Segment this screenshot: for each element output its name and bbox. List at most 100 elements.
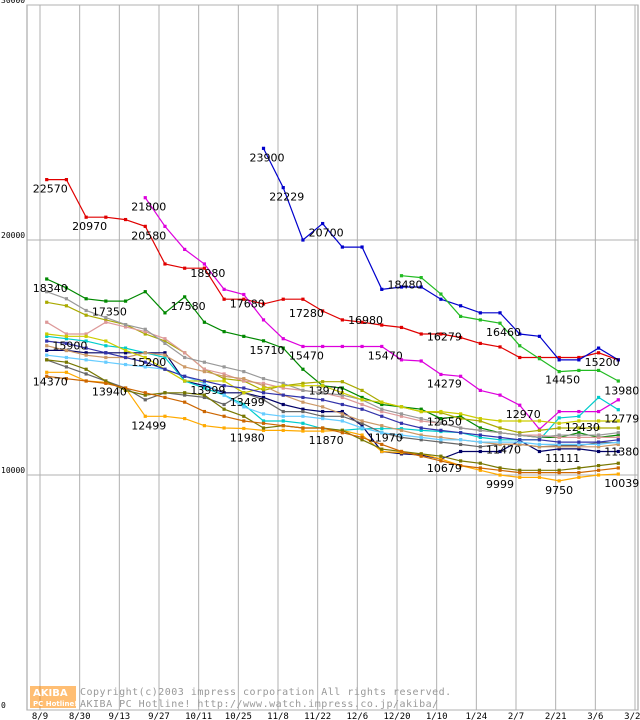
data-point [202,381,206,385]
data-label: 15900 [52,339,87,352]
data-point [301,238,305,242]
data-point [537,475,542,479]
data-point [537,442,542,447]
series-line [46,359,619,471]
data-label: 17350 [92,305,127,318]
data-point [380,414,384,418]
data-point [163,341,167,345]
data-point [518,419,522,423]
data-point [301,384,305,388]
data-point [439,417,443,421]
data-point [380,323,384,327]
series-1 [261,146,620,362]
data-point [518,355,522,360]
data-point [261,421,266,425]
x-tick-label: 12/6 [346,712,368,720]
data-point [340,386,344,390]
data-point [557,468,561,472]
data-point [222,330,226,334]
data-point [84,308,88,313]
data-point [419,438,423,442]
data-point [518,344,522,348]
data-point [183,400,187,404]
data-point [45,358,49,362]
data-point [439,459,443,463]
data-point [380,287,384,291]
data-point [183,379,187,383]
data-point [301,400,305,404]
x-tick-label: 2/21 [545,712,567,720]
data-point [616,442,620,447]
data-point [321,221,325,226]
data-point [143,360,147,364]
data-label: 10039 [604,477,639,490]
data-point [596,464,601,468]
series-16 [45,374,620,475]
data-point [439,435,443,439]
data-point [557,409,561,414]
data-point [518,431,522,435]
data-point [459,442,463,447]
data-point [64,341,69,345]
data-point [439,440,443,444]
data-point [557,426,561,430]
data-point [45,332,49,336]
data-point [419,435,423,439]
data-label: 15200 [131,356,166,369]
data-point [64,178,69,182]
data-point [616,419,620,423]
data-point [261,395,266,400]
data-label: 22570 [33,183,68,196]
data-point [340,344,344,349]
data-point [360,398,364,402]
data-point [616,461,620,465]
series-14 [45,353,620,447]
data-point [281,419,285,423]
data-point [498,468,502,472]
data-point [45,370,49,374]
data-label: 15470 [368,349,403,362]
data-point [183,374,187,378]
data-point [123,323,128,327]
data-point [183,266,187,270]
data-point [616,449,620,454]
series-17 [45,339,620,444]
data-label: 21800 [131,201,166,214]
data-point [261,419,266,423]
data-point [321,414,325,418]
data-point [222,287,226,291]
data-point [478,433,482,437]
series-line [401,275,619,382]
data-label: 15470 [289,349,324,362]
data-point [64,286,69,290]
data-point [45,344,49,348]
data-point [183,247,187,251]
data-point [478,468,482,472]
x-tick-label: 8/30 [69,712,91,720]
data-point [537,357,542,361]
data-label: 18340 [33,282,68,295]
data-point [321,380,325,384]
series-line [46,301,619,434]
data-point [399,285,404,289]
data-point [518,471,522,475]
data-point [242,297,246,301]
data-point [183,391,187,395]
data-point [596,426,601,430]
data-point [321,384,325,388]
data-point [123,299,128,303]
data-point [45,334,49,338]
data-point [459,414,463,418]
data-point [104,344,108,348]
data-label: 17580 [171,300,206,313]
data-point [261,388,266,392]
data-point [104,320,108,324]
data-point [459,459,463,463]
data-point [419,426,423,430]
data-point [222,374,226,378]
data-point [123,362,128,367]
data-point [478,318,482,322]
data-point [478,428,482,432]
data-point [242,426,246,431]
data-point [84,353,88,357]
